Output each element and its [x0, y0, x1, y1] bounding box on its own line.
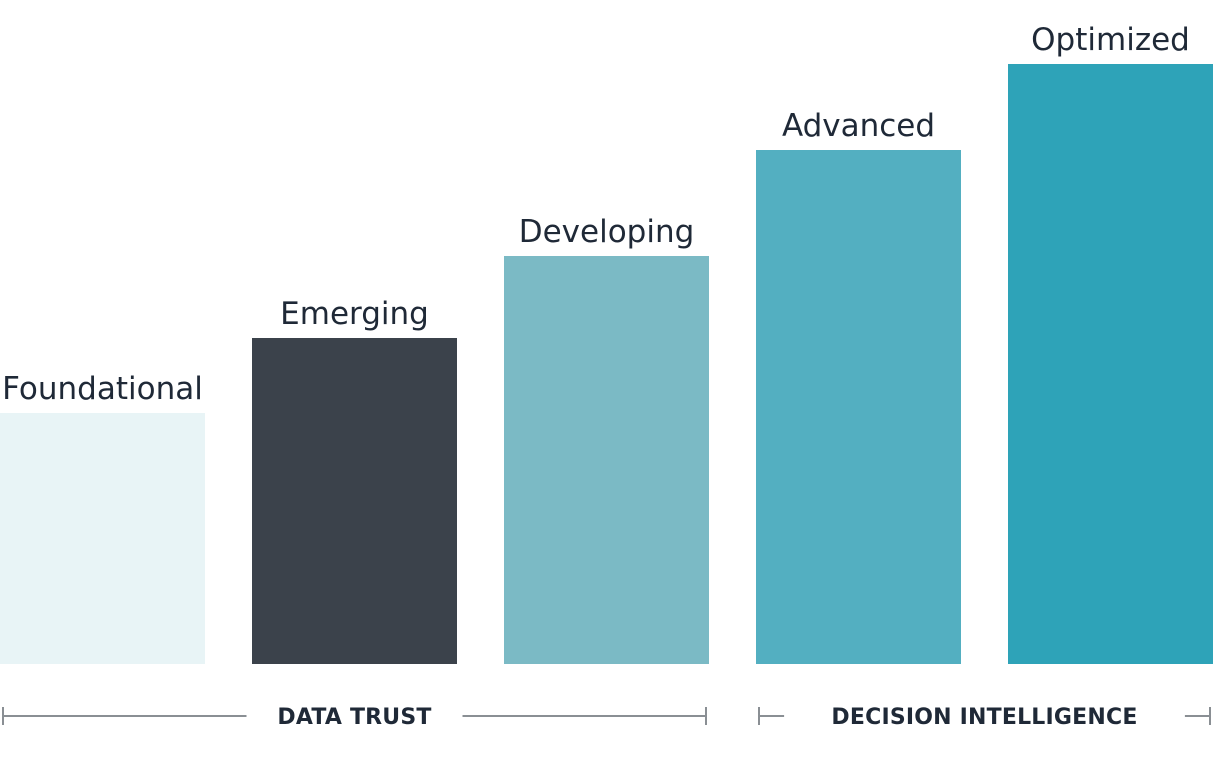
bar-label-developing: Developing [519, 214, 695, 250]
bar-developing [504, 256, 709, 664]
bar-label-emerging: Emerging [280, 296, 429, 332]
group-label-decision-intelligence: DECISION INTELLIGENCE [831, 705, 1137, 730]
bar-label-optimized: Optimized [1031, 22, 1190, 58]
bar-emerging [252, 338, 457, 664]
bar-label-advanced: Advanced [782, 108, 935, 144]
bar-optimized [1008, 64, 1213, 664]
bar-foundational [0, 413, 205, 664]
bar-advanced [756, 150, 961, 664]
bar-labels-layer: Foundational Emerging Developing Advanced Op… [2, 22, 1190, 407]
bar-label-foundational: Foundational [2, 371, 203, 407]
group-label-data-trust: DATA TRUST [277, 705, 431, 730]
bars-layer [0, 64, 1213, 664]
group-brackets-layer: DATA TRUST DECISION INTELLIGENCE [2, 705, 1211, 730]
